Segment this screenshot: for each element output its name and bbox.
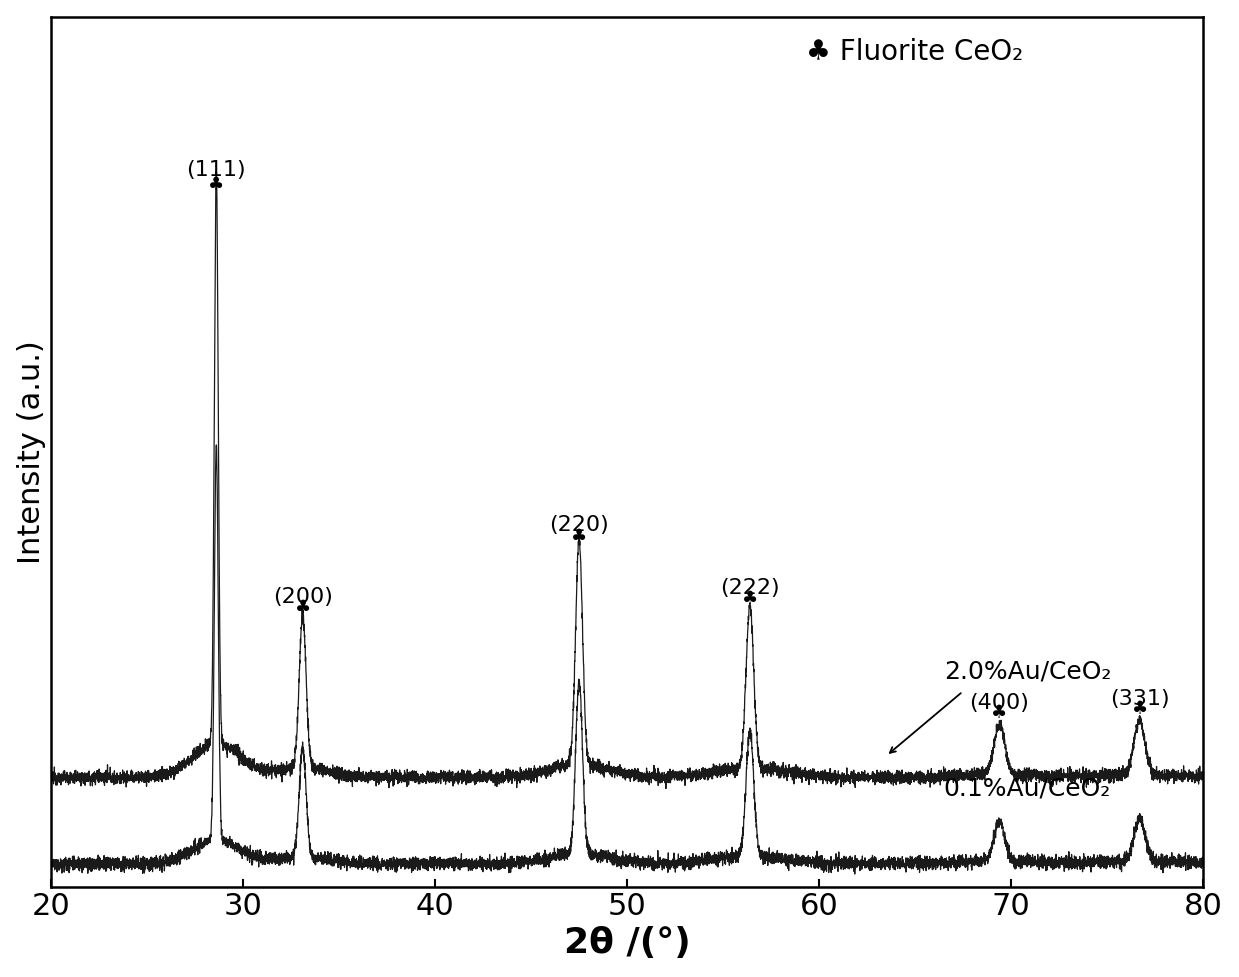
Text: ♣: ♣ [571, 528, 587, 546]
Text: (111): (111) [187, 160, 247, 180]
Text: ♣: ♣ [742, 591, 758, 609]
Text: ♣: ♣ [208, 176, 224, 194]
Text: (222): (222) [720, 578, 779, 598]
Text: ♣: ♣ [295, 600, 311, 617]
Text: ♣ Fluorite CeO₂: ♣ Fluorite CeO₂ [805, 38, 1023, 66]
Text: (331): (331) [1110, 690, 1170, 709]
Text: ♣: ♣ [991, 703, 1007, 722]
Text: 2.0%Au/CeO₂: 2.0%Au/CeO₂ [944, 659, 1111, 684]
Text: ♣: ♣ [1131, 701, 1147, 718]
Text: (220): (220) [549, 515, 608, 535]
X-axis label: 2θ /(°): 2θ /(°) [564, 926, 690, 960]
Y-axis label: Intensity (a.u.): Intensity (a.u.) [16, 340, 46, 564]
Text: (200): (200) [273, 587, 332, 607]
Text: 0.1%Au/CeO₂: 0.1%Au/CeO₂ [944, 777, 1111, 800]
Text: (400): (400) [969, 693, 1030, 713]
